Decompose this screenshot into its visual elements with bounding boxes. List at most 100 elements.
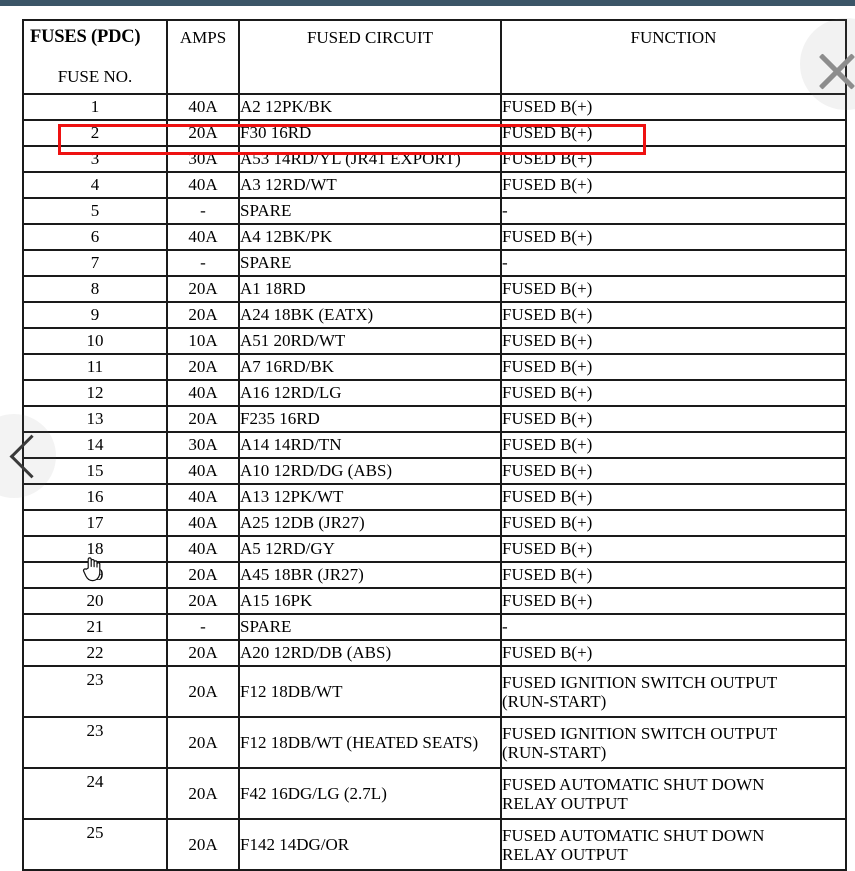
table-row[interactable]: 22 20A A20 12RD/DB (ABS) FUSED B(+)	[22, 639, 847, 667]
function-line: FUSED AUTOMATIC SHUT DOWN	[502, 774, 765, 794]
cell-amps: 40A	[166, 483, 240, 511]
cell-fused-circuit: A25 12DB (JR27)	[238, 509, 502, 537]
table-row[interactable]: 24 20A F42 16DG/LG (2.7L) FUSED AUTOMATIC S…	[22, 767, 847, 820]
table-row[interactable]: 18 40A A5 12RD/GY FUSED B(+)	[22, 535, 847, 563]
cell-fused-circuit: A3 12RD/WT	[238, 171, 502, 199]
cell-fused-circuit: F30 16RD	[238, 119, 502, 147]
cell-amps: 20A	[166, 665, 240, 718]
table-row[interactable]: 19 20A A45 18BR (JR27) FUSED B(+)	[22, 561, 847, 589]
cell-amps: 40A	[166, 93, 240, 121]
cell-fuse-no: 3	[22, 145, 168, 173]
table-row[interactable]: 9 20A A24 18BK (EATX) FUSED B(+)	[22, 301, 847, 329]
cell-fuse-no: 25	[22, 818, 168, 871]
viewer-top-bar	[0, 0, 855, 6]
cell-fuse-no: 11	[22, 353, 168, 381]
table-row[interactable]: 11 20A A7 16RD/BK FUSED B(+)	[22, 353, 847, 381]
cell-function: FUSED AUTOMATIC SHUT DOWN RELAY OUTPUT	[500, 818, 847, 871]
cell-fused-circuit: A16 12RD/LG	[238, 379, 502, 407]
table-row[interactable]: 14 30A A14 14RD/TN FUSED B(+)	[22, 431, 847, 459]
cell-function: FUSED B(+)	[500, 145, 847, 173]
cell-fused-circuit: A5 12RD/GY	[238, 535, 502, 563]
cell-fused-circuit: A1 18RD	[238, 275, 502, 303]
cell-fuse-no: 5	[22, 197, 168, 225]
table-row[interactable]: 21- SPARE -	[22, 613, 847, 641]
cell-amps: 20A	[166, 353, 240, 381]
cell-function: -	[500, 197, 847, 225]
table-row[interactable]: 16 40A A13 12PK/WT FUSED B(+)	[22, 483, 847, 511]
cell-function: FUSED B(+)	[500, 639, 847, 667]
table-row[interactable]: 2 20A F30 16RD FUSED B(+)	[22, 119, 847, 147]
table-row[interactable]: 4 40A A3 12RD/WT FUSED B(+)	[22, 171, 847, 199]
function-line: FUSED B(+)	[502, 123, 593, 143]
cell-amps: 20A	[166, 818, 240, 871]
table-row[interactable]: 6 40A A4 12BK/PK FUSED B(+)	[22, 223, 847, 251]
cell-function: FUSED B(+)	[500, 223, 847, 251]
table-header: FUSES (PDC) FUSE NO. AMPS FUSED CIRCUIT …	[22, 19, 847, 95]
function-line: -	[502, 617, 508, 637]
close-x-icon	[814, 48, 855, 94]
cell-function: FUSED B(+)	[500, 457, 847, 485]
table-row[interactable]: 8 20A A1 18RD FUSED B(+)	[22, 275, 847, 303]
cell-fuse-no: 23	[22, 665, 168, 718]
function-line: FUSED B(+)	[502, 175, 593, 195]
cell-fuse-no: 7	[22, 249, 168, 277]
cell-fuse-no: 22	[22, 639, 168, 667]
cell-function: -	[500, 613, 847, 641]
cell-amps: 30A	[166, 145, 240, 173]
table-row[interactable]: 7- SPARE -	[22, 249, 847, 277]
cell-fused-circuit: A51 20RD/WT	[238, 327, 502, 355]
cell-function: FUSED AUTOMATIC SHUT DOWN RELAY OUTPUT	[500, 767, 847, 820]
table-row[interactable]: 23 20A F12 18DB/WT FUSED IGNITION SWITCH OU…	[22, 665, 847, 718]
cell-fused-circuit: A15 16PK	[238, 587, 502, 615]
table-row[interactable]: 15 40A A10 12RD/DG (ABS) FUSED B(+)	[22, 457, 847, 485]
table-row[interactable]: 1 40A A2 12PK/BK FUSED B(+)	[22, 93, 847, 121]
table-row[interactable]: 10 10A A51 20RD/WT FUSED B(+)	[22, 327, 847, 355]
cell-amps: 20A	[166, 561, 240, 589]
cell-fused-circuit: F12 18DB/WT (HEATED SEATS)	[238, 716, 502, 769]
cell-function: FUSED B(+)	[500, 275, 847, 303]
header-fuses-pdc: FUSES (PDC)	[30, 27, 141, 47]
table-row[interactable]: 12 40A A16 12RD/LG FUSED B(+)	[22, 379, 847, 407]
cell-function: FUSED B(+)	[500, 431, 847, 459]
cell-function: -	[500, 249, 847, 277]
cell-amps: 40A	[166, 535, 240, 563]
header-row: FUSES (PDC) FUSE NO. AMPS FUSED CIRCUIT …	[22, 19, 847, 95]
table-row[interactable]: 23 20A F12 18DB/WT (HEATED SEATS) FUSED IGN…	[22, 716, 847, 769]
function-line: (RUN-START)	[502, 692, 607, 711]
header-amps: AMPS	[179, 28, 227, 47]
document-viewport: FUSES (PDC) FUSE NO. AMPS FUSED CIRCUIT …	[0, 6, 855, 871]
table-row[interactable]: 17 40A A25 12DB (JR27) FUSED B(+)	[22, 509, 847, 537]
table-row[interactable]: 25 20A F142 14DG/OR FUSED AUTOMATIC SHUT DO…	[22, 818, 847, 871]
cell-fuse-no: 15	[22, 457, 168, 485]
table-row[interactable]: 5- SPARE -	[22, 197, 847, 225]
cell-function: FUSED IGNITION SWITCH OUTPUT (RUN-START)	[500, 665, 847, 718]
cell-fuse-no: 2	[22, 119, 168, 147]
cell-amps: 10A	[166, 327, 240, 355]
cell-amps: -	[166, 249, 240, 277]
function-line: RELAY OUTPUT	[502, 794, 628, 813]
table-row[interactable]: 3 30A A53 14RD/YL (JR41 EXPORT) FUSED B(+)	[22, 145, 847, 173]
function-line: RELAY OUTPUT	[502, 845, 628, 864]
cell-fused-circuit: A13 12PK/WT	[238, 483, 502, 511]
function-line: FUSED B(+)	[502, 591, 593, 611]
function-line: FUSED B(+)	[502, 565, 593, 585]
cell-function: FUSED B(+)	[500, 301, 847, 329]
function-line: FUSED B(+)	[502, 409, 593, 429]
cell-amps: 20A	[166, 301, 240, 329]
table-row[interactable]: 13 20A F235 16RD FUSED B(+)	[22, 405, 847, 433]
cell-amps: 20A	[166, 119, 240, 147]
cell-function: FUSED B(+)	[500, 405, 847, 433]
table-row[interactable]: 20 20A A15 16PK FUSED B(+)	[22, 587, 847, 615]
cell-function: FUSED B(+)	[500, 119, 847, 147]
function-line: FUSED B(+)	[502, 357, 593, 377]
cell-fused-circuit: F142 14DG/OR	[238, 818, 502, 871]
header-fused-circuit: FUSED CIRCUIT	[306, 28, 434, 47]
cell-amps: 40A	[166, 171, 240, 199]
cell-fuse-no: 4	[22, 171, 168, 199]
header-cell-function: FUNCTION	[500, 19, 847, 95]
header-function: FUNCTION	[630, 28, 717, 47]
cell-amps: 20A	[166, 587, 240, 615]
cell-fused-circuit: F42 16DG/LG (2.7L)	[238, 767, 502, 820]
cell-amps: 20A	[166, 405, 240, 433]
cell-amps: 40A	[166, 457, 240, 485]
